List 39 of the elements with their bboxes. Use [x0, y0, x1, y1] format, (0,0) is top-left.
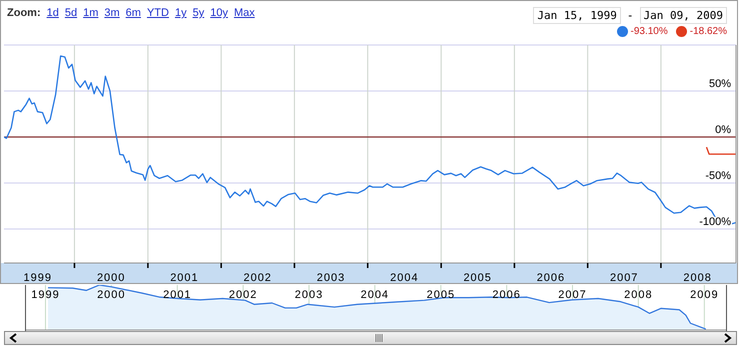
x-tick-label: 2003	[294, 289, 324, 301]
text: 3m	[104, 7, 120, 19]
x-tick-label: 2005	[426, 289, 456, 301]
text: 1y	[174, 7, 187, 19]
text: Max	[234, 7, 255, 19]
x-tick-label: 1999	[31, 289, 60, 301]
x-tick-label: 2008	[624, 289, 653, 301]
text: 6m	[126, 7, 141, 19]
x-tick-label: 2005	[463, 272, 492, 284]
text: 5y	[192, 7, 204, 19]
text: YTD	[146, 7, 169, 19]
text: -18.62%	[690, 26, 727, 37]
text: 10y	[210, 7, 228, 19]
text: -	[626, 9, 634, 22]
x-tick-label: 2006	[536, 272, 566, 284]
x-tick-label: 2007	[558, 289, 587, 301]
x-tick-label: 2001	[163, 289, 192, 301]
x-tick-label: 2002	[228, 289, 258, 301]
x-tick-label: 1999	[23, 272, 52, 284]
x-tick-label: 2004	[390, 272, 419, 284]
x-tick-label: 2000	[96, 272, 126, 284]
x-tick-label: 2007	[610, 272, 638, 284]
text: Zoom:	[7, 7, 41, 19]
x-tick-label: 2000	[97, 289, 126, 301]
x-tick-label: 2004	[360, 289, 390, 301]
y-tick-label: -50%	[705, 170, 732, 182]
text: 1d	[46, 7, 59, 19]
text: 1m	[83, 7, 98, 19]
text: Jan 15, 1999	[533, 7, 621, 24]
y-tick-label: 0%	[715, 124, 732, 136]
x-tick-label: 2001	[170, 272, 199, 284]
x-tick-label: 2009	[690, 289, 719, 301]
text: -93.10%	[630, 26, 668, 37]
x-tick-label: 2002	[243, 272, 272, 284]
x-tick-label: 2003	[316, 272, 346, 284]
y-tick-label: 50%	[708, 78, 732, 90]
text: 5d	[64, 7, 78, 19]
text: Jan 09, 2009	[640, 7, 727, 24]
x-tick-label: 2008	[683, 272, 712, 284]
